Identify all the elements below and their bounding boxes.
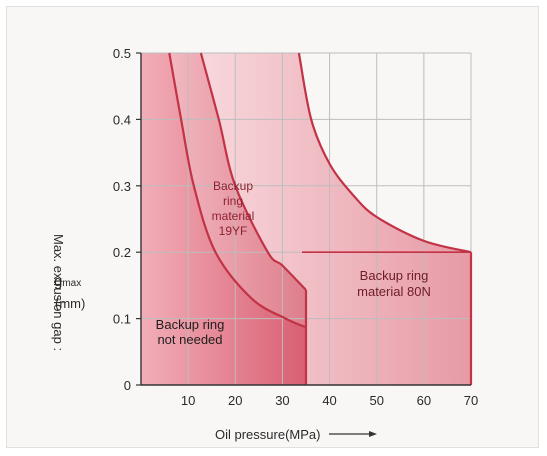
region-not-needed [141, 53, 306, 385]
region-label: Backup ring [360, 268, 429, 283]
region-label: material 80N [357, 284, 431, 299]
region-label: ring [223, 194, 243, 208]
y-axis-unit-text: (mm) [55, 296, 86, 311]
x-tick-label: 30 [275, 393, 289, 408]
x-axis-label: Oil pressure(MPa) [215, 427, 320, 442]
y-tick-label: 0.2 [113, 245, 131, 260]
boundary-80N [297, 52, 472, 254]
x-tick-label: 40 [322, 393, 336, 408]
y-axis-unit: (mm) [55, 296, 85, 311]
chart-frame: 0 0.1 0.2 0.3 0.4 0.5 10 20 30 40 50 60 70 Oil pressu… [6, 6, 539, 448]
x-tick-label: 60 [417, 393, 431, 408]
x-axis-arrow-head [369, 431, 377, 437]
region-label: not needed [157, 332, 222, 347]
y-axis-label-main: Max. extrusion gap : [51, 234, 66, 352]
region-label: material [212, 209, 255, 223]
y-axis-symbol: gmax [54, 273, 81, 290]
y-tick-label: 0.5 [113, 46, 131, 61]
y-axis-symbol-g: g [54, 273, 63, 290]
y-axis-symbol-sub: max [62, 278, 82, 289]
y-tick-label: 0.1 [113, 312, 131, 327]
region-label: 19YF [219, 224, 248, 238]
boundary-19YF [199, 52, 307, 291]
x-tick-label: 10 [181, 393, 195, 408]
region-label: Backup [213, 179, 253, 193]
y-tick-label: 0 [124, 378, 131, 393]
x-tick-label: 50 [369, 393, 383, 408]
x-tick-label: 20 [228, 393, 242, 408]
y-tick-label: 0.4 [113, 112, 131, 127]
boundary-not-needed [168, 52, 307, 329]
chart-plot: 0 0.1 0.2 0.3 0.4 0.5 10 20 30 40 50 60 70 Oil pressu… [113, 46, 478, 442]
y-tick-label: 0.3 [113, 179, 131, 194]
x-tick-label: 70 [464, 393, 478, 408]
region-label: Backup ring [156, 317, 225, 332]
